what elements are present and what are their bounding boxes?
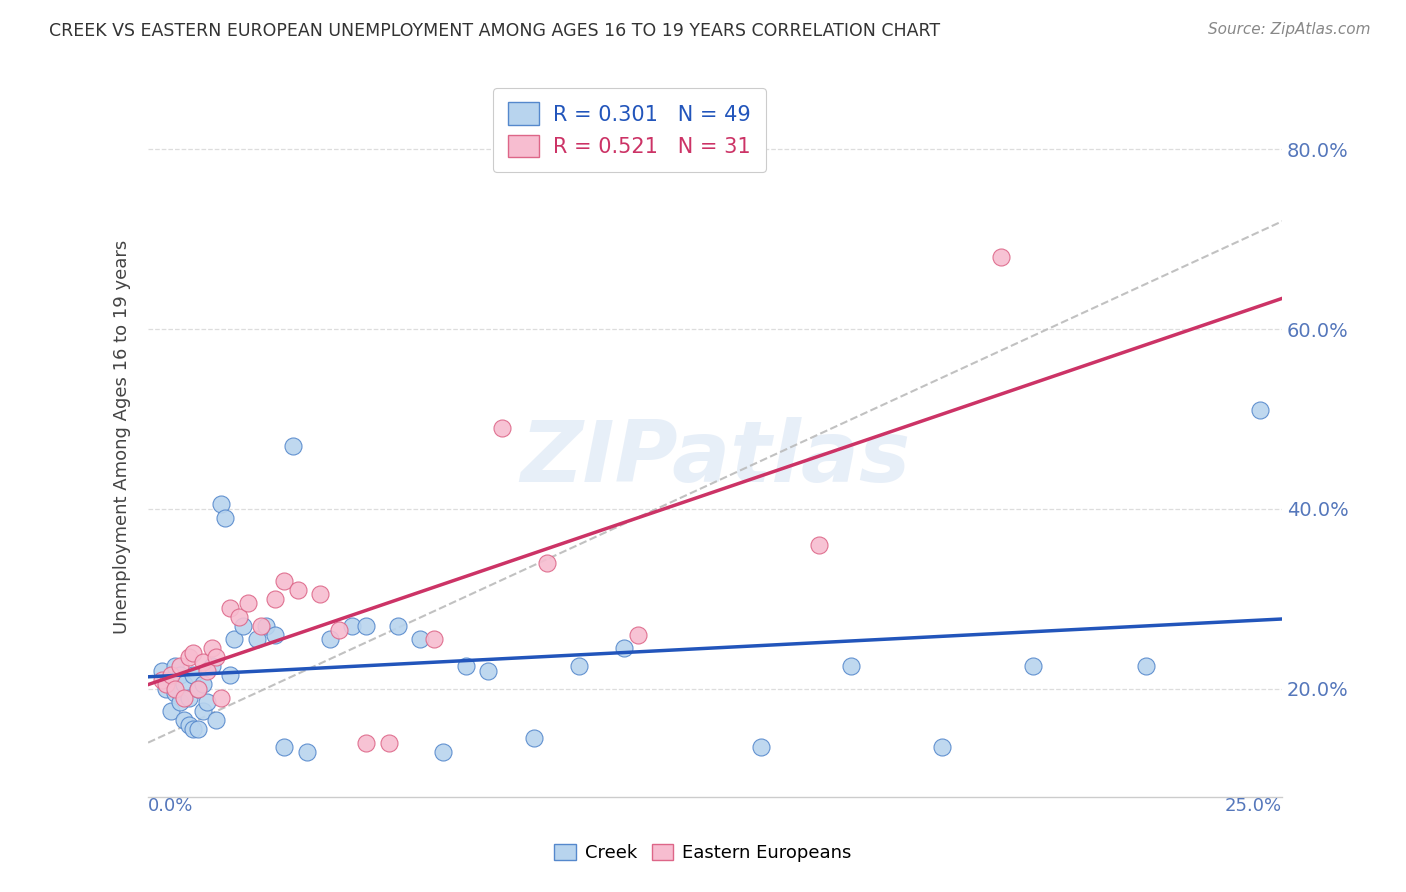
- Point: [177, 650, 200, 665]
- Point: [224, 632, 246, 647]
- Point: [214, 511, 236, 525]
- Point: [209, 690, 232, 705]
- Point: [454, 659, 477, 673]
- Point: [387, 619, 409, 633]
- Text: ZIPatlas: ZIPatlas: [520, 417, 910, 500]
- Point: [354, 736, 377, 750]
- Point: [218, 668, 240, 682]
- Point: [931, 740, 953, 755]
- Point: [236, 596, 259, 610]
- Point: [165, 681, 187, 696]
- Point: [183, 668, 205, 682]
- Point: [1021, 659, 1043, 673]
- Point: [354, 619, 377, 633]
- Point: [273, 574, 295, 588]
- Y-axis label: Unemployment Among Ages 16 to 19 years: Unemployment Among Ages 16 to 19 years: [114, 240, 131, 634]
- Point: [264, 591, 287, 606]
- Point: [287, 582, 309, 597]
- Point: [295, 745, 318, 759]
- Point: [377, 736, 399, 750]
- Point: [218, 600, 240, 615]
- Point: [155, 677, 177, 691]
- Point: [205, 713, 228, 727]
- Point: [187, 681, 209, 696]
- Point: [191, 677, 214, 691]
- Text: CREEK VS EASTERN EUROPEAN UNEMPLOYMENT AMONG AGES 16 TO 19 YEARS CORRELATION CHA: CREEK VS EASTERN EUROPEAN UNEMPLOYMENT A…: [49, 22, 941, 40]
- Point: [191, 704, 214, 718]
- Point: [254, 619, 277, 633]
- Point: [165, 686, 187, 700]
- Point: [990, 250, 1012, 264]
- Point: [150, 664, 173, 678]
- Point: [177, 690, 200, 705]
- Point: [839, 659, 862, 673]
- Point: [491, 421, 513, 435]
- Point: [568, 659, 591, 673]
- Point: [200, 659, 222, 673]
- Point: [155, 681, 177, 696]
- Point: [183, 722, 205, 736]
- Point: [159, 668, 181, 682]
- Point: [195, 695, 218, 709]
- Point: [169, 668, 191, 682]
- Point: [627, 628, 650, 642]
- Point: [165, 659, 187, 673]
- Text: Source: ZipAtlas.com: Source: ZipAtlas.com: [1208, 22, 1371, 37]
- Text: 0.0%: 0.0%: [148, 797, 194, 814]
- Legend: R = 0.301   N = 49, R = 0.521   N = 31: R = 0.301 N = 49, R = 0.521 N = 31: [494, 87, 766, 172]
- Point: [477, 664, 499, 678]
- Point: [187, 722, 209, 736]
- Point: [169, 695, 191, 709]
- Point: [173, 677, 195, 691]
- Point: [536, 556, 558, 570]
- Point: [173, 713, 195, 727]
- Point: [159, 704, 181, 718]
- Point: [205, 650, 228, 665]
- Point: [250, 619, 273, 633]
- Point: [749, 740, 772, 755]
- Point: [523, 731, 546, 746]
- Point: [150, 673, 173, 687]
- Point: [200, 641, 222, 656]
- Point: [187, 681, 209, 696]
- Point: [209, 497, 232, 511]
- Point: [808, 538, 831, 552]
- Point: [1135, 659, 1157, 673]
- Point: [246, 632, 269, 647]
- Text: 25.0%: 25.0%: [1225, 797, 1282, 814]
- Point: [183, 646, 205, 660]
- Point: [1249, 403, 1271, 417]
- Point: [159, 673, 181, 687]
- Point: [173, 690, 195, 705]
- Point: [342, 619, 364, 633]
- Point: [318, 632, 340, 647]
- Point: [283, 439, 305, 453]
- Point: [409, 632, 432, 647]
- Point: [273, 740, 295, 755]
- Point: [432, 745, 454, 759]
- Point: [228, 609, 250, 624]
- Point: [169, 659, 191, 673]
- Point: [309, 587, 332, 601]
- Point: [264, 628, 287, 642]
- Point: [232, 619, 254, 633]
- Point: [195, 664, 218, 678]
- Point: [191, 655, 214, 669]
- Legend: Creek, Eastern Europeans: Creek, Eastern Europeans: [547, 837, 859, 870]
- Point: [328, 624, 350, 638]
- Point: [177, 717, 200, 731]
- Point: [423, 632, 446, 647]
- Point: [613, 641, 636, 656]
